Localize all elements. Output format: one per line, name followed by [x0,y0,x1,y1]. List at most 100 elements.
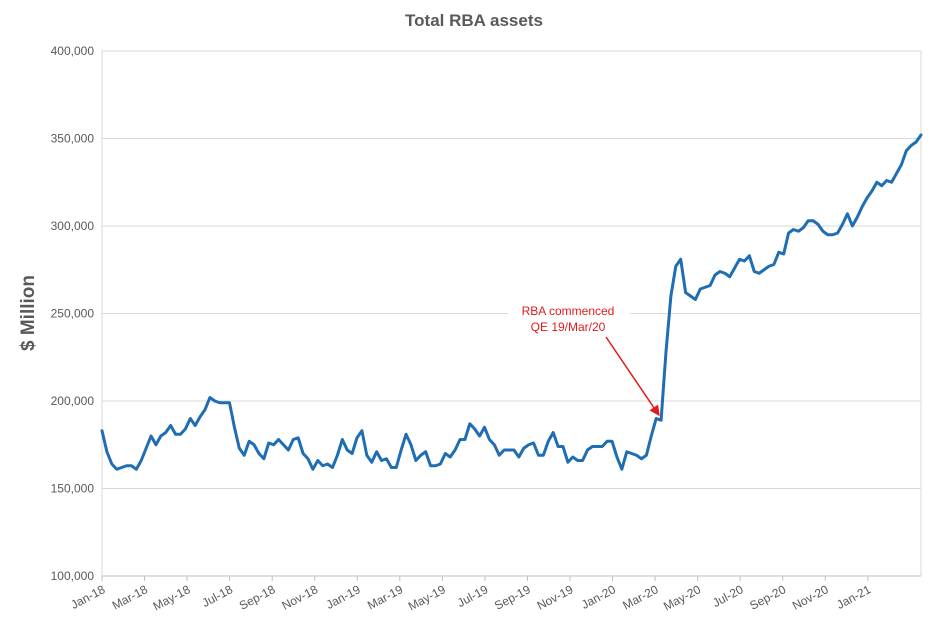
data-point [802,227,804,229]
data-point [557,445,559,447]
data-point [895,172,897,174]
data-point [483,426,485,428]
data-point [155,444,157,446]
data-point [184,428,186,430]
data-point [905,150,907,152]
data-point [503,449,505,451]
data-point [120,466,122,468]
data-point [424,451,426,453]
data-point [724,272,726,274]
data-point [106,451,108,453]
data-point [900,164,902,166]
data-point [498,454,500,456]
data-point [547,440,549,442]
data-point [778,251,780,253]
data-point [581,459,583,461]
annotation-background [508,302,630,338]
x-tick-label: Jan-19 [324,582,363,612]
data-point [174,433,176,435]
data-point [787,232,789,234]
data-point [797,230,799,232]
data-point [395,466,397,468]
data-point [263,458,265,460]
data-point [640,458,642,460]
data-point [219,402,221,404]
data-point [753,270,755,272]
data-point [302,452,304,454]
data-point [591,445,593,447]
data-point [243,454,245,456]
data-point [743,260,745,262]
data-point [513,449,515,451]
data-point [366,454,368,456]
data-point [474,428,476,430]
data-point [130,465,132,467]
data-point [346,449,348,451]
data-point [577,459,579,461]
data-point [920,134,922,136]
x-tick-label: Sep-20 [747,582,788,613]
x-tick-label: Mar-20 [620,582,660,612]
data-point [233,426,235,428]
annotation-layer: RBA commenced QE 19/Mar/20 [508,302,660,417]
data-point [871,190,873,192]
data-point [684,291,686,293]
data-point [719,270,721,272]
x-tick-label: May-19 [406,582,448,613]
data-point [768,265,770,267]
gridlines [101,50,922,577]
data-point [312,468,314,470]
data-point [165,431,167,433]
data-point [866,197,868,199]
data-point [464,438,466,440]
data-point [321,465,323,467]
data-point [420,454,422,456]
data-point [272,444,274,446]
data-point [665,351,667,353]
x-tick-label: Jan-20 [579,582,618,612]
data-point [331,466,333,468]
data-point [738,258,740,260]
data-point [729,276,731,278]
data-point [125,465,127,467]
data-point [851,225,853,227]
data-point [601,445,603,447]
data-point [317,459,319,461]
data-point [400,449,402,451]
data-point [214,400,216,402]
y-tick-label: 100,000 [51,569,95,583]
x-tick-label: Nov-18 [279,582,320,613]
chart-title: Total RBA assets [405,11,543,30]
data-point [189,417,191,419]
data-point [733,267,735,269]
y-tick-label: 400,000 [51,44,95,58]
data-point [841,223,843,225]
data-point [371,461,373,463]
data-point [782,253,784,255]
data-point [287,449,289,451]
data-point [817,223,819,225]
data-point [807,220,809,222]
data-point [861,206,863,208]
data-point [523,447,525,449]
data-point [478,435,480,437]
data-point [282,444,284,446]
data-point [832,234,834,236]
data-point [199,416,201,418]
data-point [552,431,554,433]
y-tick-label: 200,000 [51,394,95,408]
data-point [527,444,529,446]
data-point [434,465,436,467]
data-point [758,272,760,274]
data-point [150,435,152,437]
data-point [606,440,608,442]
data-point [567,461,569,463]
data-point [655,417,657,419]
x-tick-label: Nov-19 [535,582,576,613]
data-point [846,213,848,215]
data-point [596,445,598,447]
data-point [292,438,294,440]
data-point [204,409,206,411]
data-point [351,452,353,454]
data-point [336,454,338,456]
